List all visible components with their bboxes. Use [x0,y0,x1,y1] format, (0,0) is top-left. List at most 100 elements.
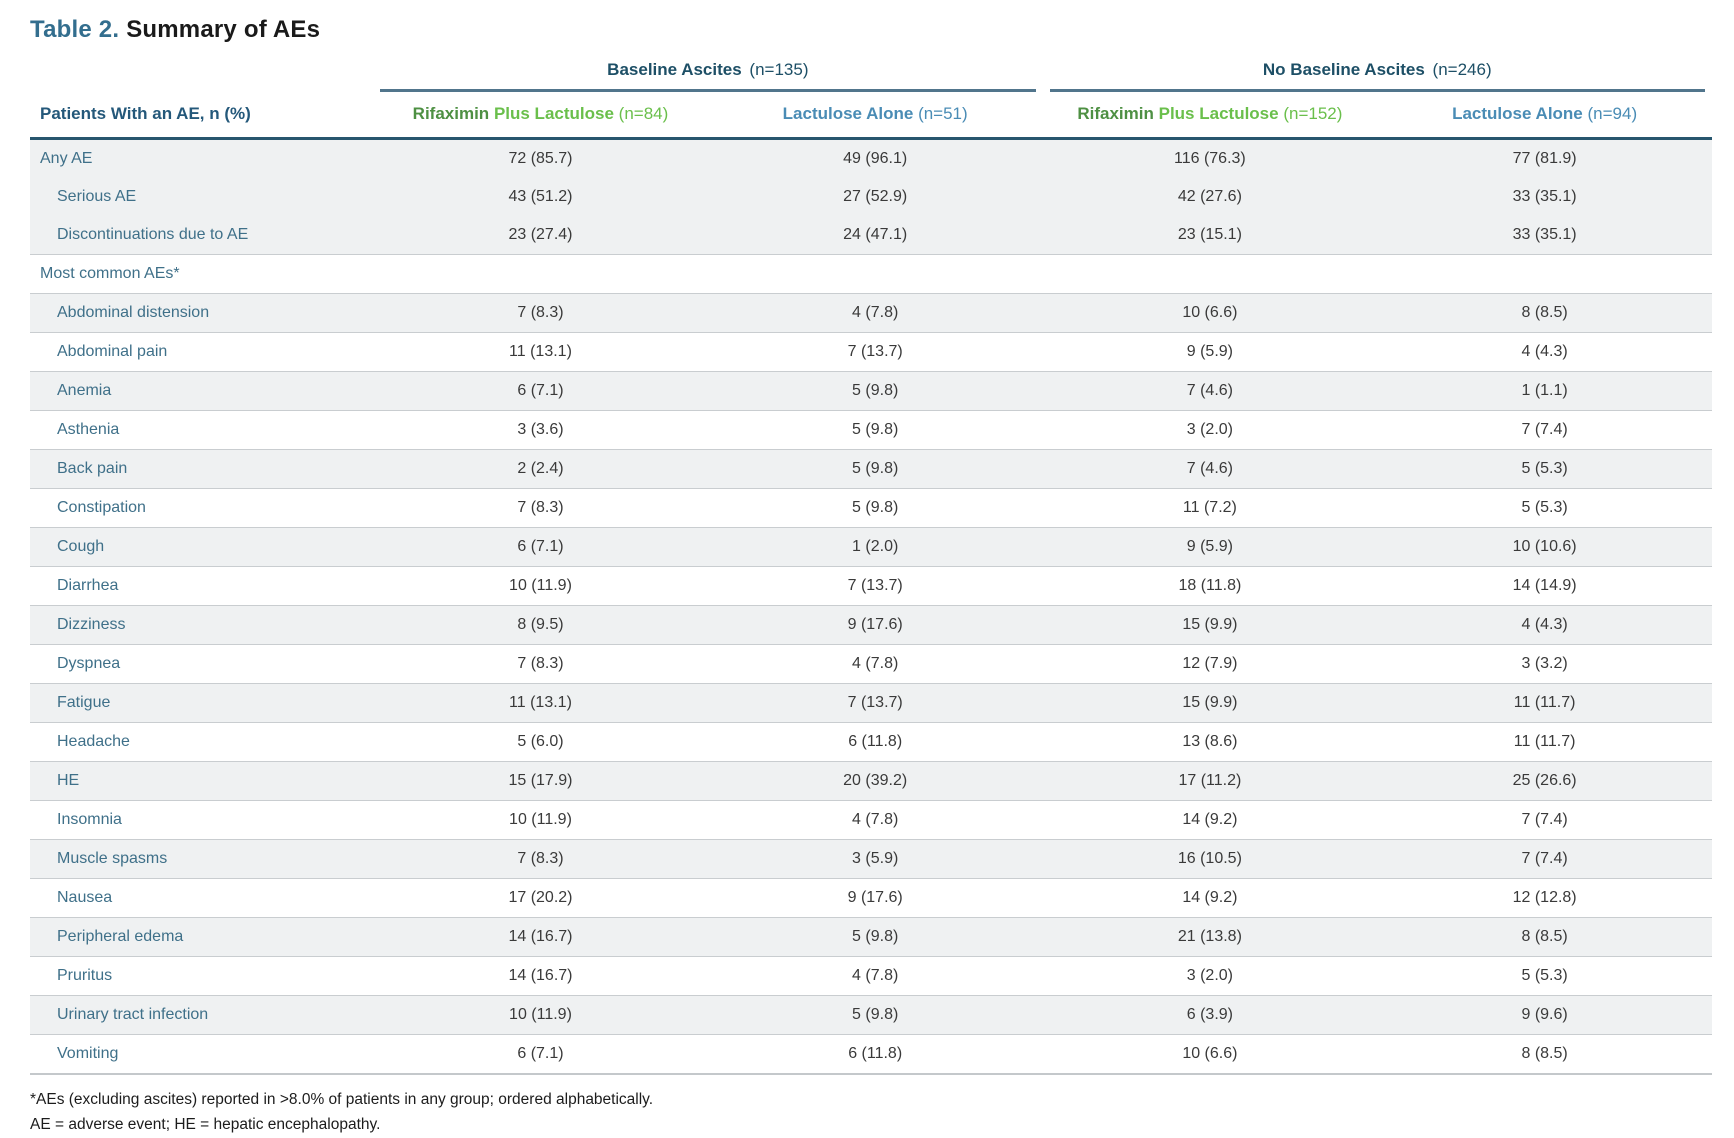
table-row: Dyspnea 7 (8.3) 4 (7.8) 12 (7.9) 3 (3.2) [30,644,1712,684]
table-row: HE 15 (17.9) 20 (39.2) 17 (11.2) 25 (26.6) [30,761,1712,801]
cell-value: 13 (8.6) [1042,722,1378,762]
row-label: Urinary tract infection [30,995,374,1035]
cell-value: 11 (13.1) [373,683,708,723]
table-row: Dizziness 8 (9.5) 9 (17.6) 15 (9.9) 4 (4.3) [30,605,1712,645]
row-label: Pruritus [30,956,374,996]
group-header-no-baseline-ascites: No Baseline Ascites (n=246) [1043,60,1712,92]
column-header-row: Patients With an AE, n (%) Rifaximin Plu… [30,92,1712,140]
table-row: Abdominal pain 11 (13.1) 7 (13.7) 9 (5.9) 4 … [30,332,1712,372]
cell-value: 1 (2.0) [707,527,1043,567]
cell-value: 5 (5.3) [1377,956,1712,996]
cell-value [1042,254,1378,294]
column-n: (n=94) [1587,104,1638,123]
cell-value: 15 (9.9) [1042,605,1378,645]
cell-value: 14 (14.9) [1377,566,1712,606]
row-label: Vomiting [30,1034,374,1075]
row-label: Back pain [30,449,374,489]
cell-value: 9 (5.9) [1042,332,1378,372]
cell-value: 3 (3.2) [1377,644,1712,684]
row-label: Any AE [30,138,374,178]
footnote-asterisk: *AEs (excluding ascites) reported in >8.… [30,1091,654,1108]
table-row: Most common AEs* [30,254,1712,294]
row-label: Discontinuations due to AE [30,216,374,255]
cell-value: 10 (6.6) [1042,293,1378,333]
cell-value: 5 (9.8) [707,410,1043,450]
cell-value: 9 (5.9) [1042,527,1378,567]
row-label: Dizziness [30,605,374,645]
cell-value: 5 (9.8) [707,995,1043,1035]
cell-value: 7 (13.7) [707,332,1043,372]
footnote-abbreviations: AE = adverse event; HE = hepatic encepha… [30,1115,381,1133]
cell-value: 9 (17.6) [707,878,1043,918]
cell-value: 6 (11.8) [707,722,1043,762]
cell-value: 23 (15.1) [1042,216,1378,255]
cell-value: 23 (27.4) [373,216,708,255]
column-header-lactulose-no-baseline: Lactulose Alone (n=94) [1377,92,1712,140]
table-row: Headache 5 (6.0) 6 (11.8) 13 (8.6) 11 (11.7) [30,722,1712,762]
cell-value: 5 (9.8) [707,371,1043,411]
row-label: Diarrhea [30,566,374,606]
cell-value: 7 (13.7) [707,566,1043,606]
row-label: HE [30,761,374,801]
cell-value: 4 (7.8) [707,800,1043,840]
cell-value: 5 (9.8) [707,449,1043,489]
drug-brand-label: Rifaximin [1077,104,1154,123]
column-header-rifaximin-baseline: Rifaximin Plus Lactulose (n=84) [373,92,708,140]
table-row: Nausea 17 (20.2) 9 (17.6) 14 (9.2) 12 (12.8) [30,878,1712,918]
row-label: Headache [30,722,374,762]
cell-value: 4 (4.3) [1377,332,1712,372]
cell-value: 3 (3.6) [373,410,708,450]
drug-label: Plus Lactulose [1158,104,1279,123]
cell-value: 3 (5.9) [707,839,1043,879]
cell-value: 49 (96.1) [707,138,1043,178]
table-row: Asthenia 3 (3.6) 5 (9.8) 3 (2.0) 7 (7.4) [30,410,1712,450]
cell-value: 16 (10.5) [1042,839,1378,879]
cell-value: 7 (8.3) [373,293,708,333]
cell-value: 8 (8.5) [1377,917,1712,957]
cell-value: 7 (4.6) [1042,371,1378,411]
cell-value: 2 (2.4) [373,449,708,489]
table-title-text: Summary of AEs [126,16,321,43]
row-label: Dyspnea [30,644,374,684]
drug-label: Lactulose Alone [1452,104,1583,123]
cell-value: 17 (11.2) [1042,761,1378,801]
cell-value: 6 (7.1) [373,1034,708,1075]
row-label: Cough [30,527,374,567]
table-row: Any AE 72 (85.7) 49 (96.1) 116 (76.3) 77 (81… [30,138,1712,178]
cell-value: 7 (7.4) [1377,800,1712,840]
cell-value: 5 (9.8) [707,917,1043,957]
cell-value: 5 (6.0) [373,722,708,762]
row-label: Abdominal pain [30,332,374,372]
row-label: Fatigue [30,683,374,723]
table-row: Cough 6 (7.1) 1 (2.0) 9 (5.9) 10 (10.6) [30,527,1712,567]
cell-value: 25 (26.6) [1377,761,1712,801]
column-n: (n=84) [618,104,669,123]
cell-value: 5 (5.3) [1377,488,1712,528]
group-header-baseline-ascites: Baseline Ascites (n=135) [373,60,1042,92]
cell-value: 4 (7.8) [707,644,1043,684]
table-row: Diarrhea 10 (11.9) 7 (13.7) 18 (11.8) 14 (14… [30,566,1712,606]
footnotes: *AEs (excluding ascites) reported in >8.… [30,1088,1712,1138]
cell-value: 7 (8.3) [373,644,708,684]
cell-value: 4 (7.8) [707,956,1043,996]
cell-value: 11 (13.1) [373,332,708,372]
cell-value: 12 (12.8) [1377,878,1712,918]
cell-value: 116 (76.3) [1042,138,1378,178]
row-label: Insomnia [30,800,374,840]
row-header-label: Patients With an AE, n (%) [30,92,374,140]
table-row: Peripheral edema 14 (16.7) 5 (9.8) 21 (13.8… [30,917,1712,957]
page-title: Table 2. Summary of AEs [30,16,1712,44]
table-number: Table 2. [30,16,120,43]
row-label: Nausea [30,878,374,918]
cell-value: 9 (9.6) [1377,995,1712,1035]
table-row: Fatigue 11 (13.1) 7 (13.7) 15 (9.9) 11 (11.7… [30,683,1712,723]
table-row: Discontinuations due to AE 23 (27.4) 24 (4… [30,216,1712,255]
drug-brand-label: Rifaximin [412,104,490,123]
cell-value: 7 (7.4) [1377,410,1712,450]
column-header-lactulose-baseline: Lactulose Alone (n=51) [707,92,1043,140]
cell-value: 6 (3.9) [1042,995,1378,1035]
cell-value: 9 (17.6) [707,605,1043,645]
table-row: Urinary tract infection 10 (11.9) 5 (9.8) 6… [30,995,1712,1035]
cell-value: 17 (20.2) [373,878,708,918]
